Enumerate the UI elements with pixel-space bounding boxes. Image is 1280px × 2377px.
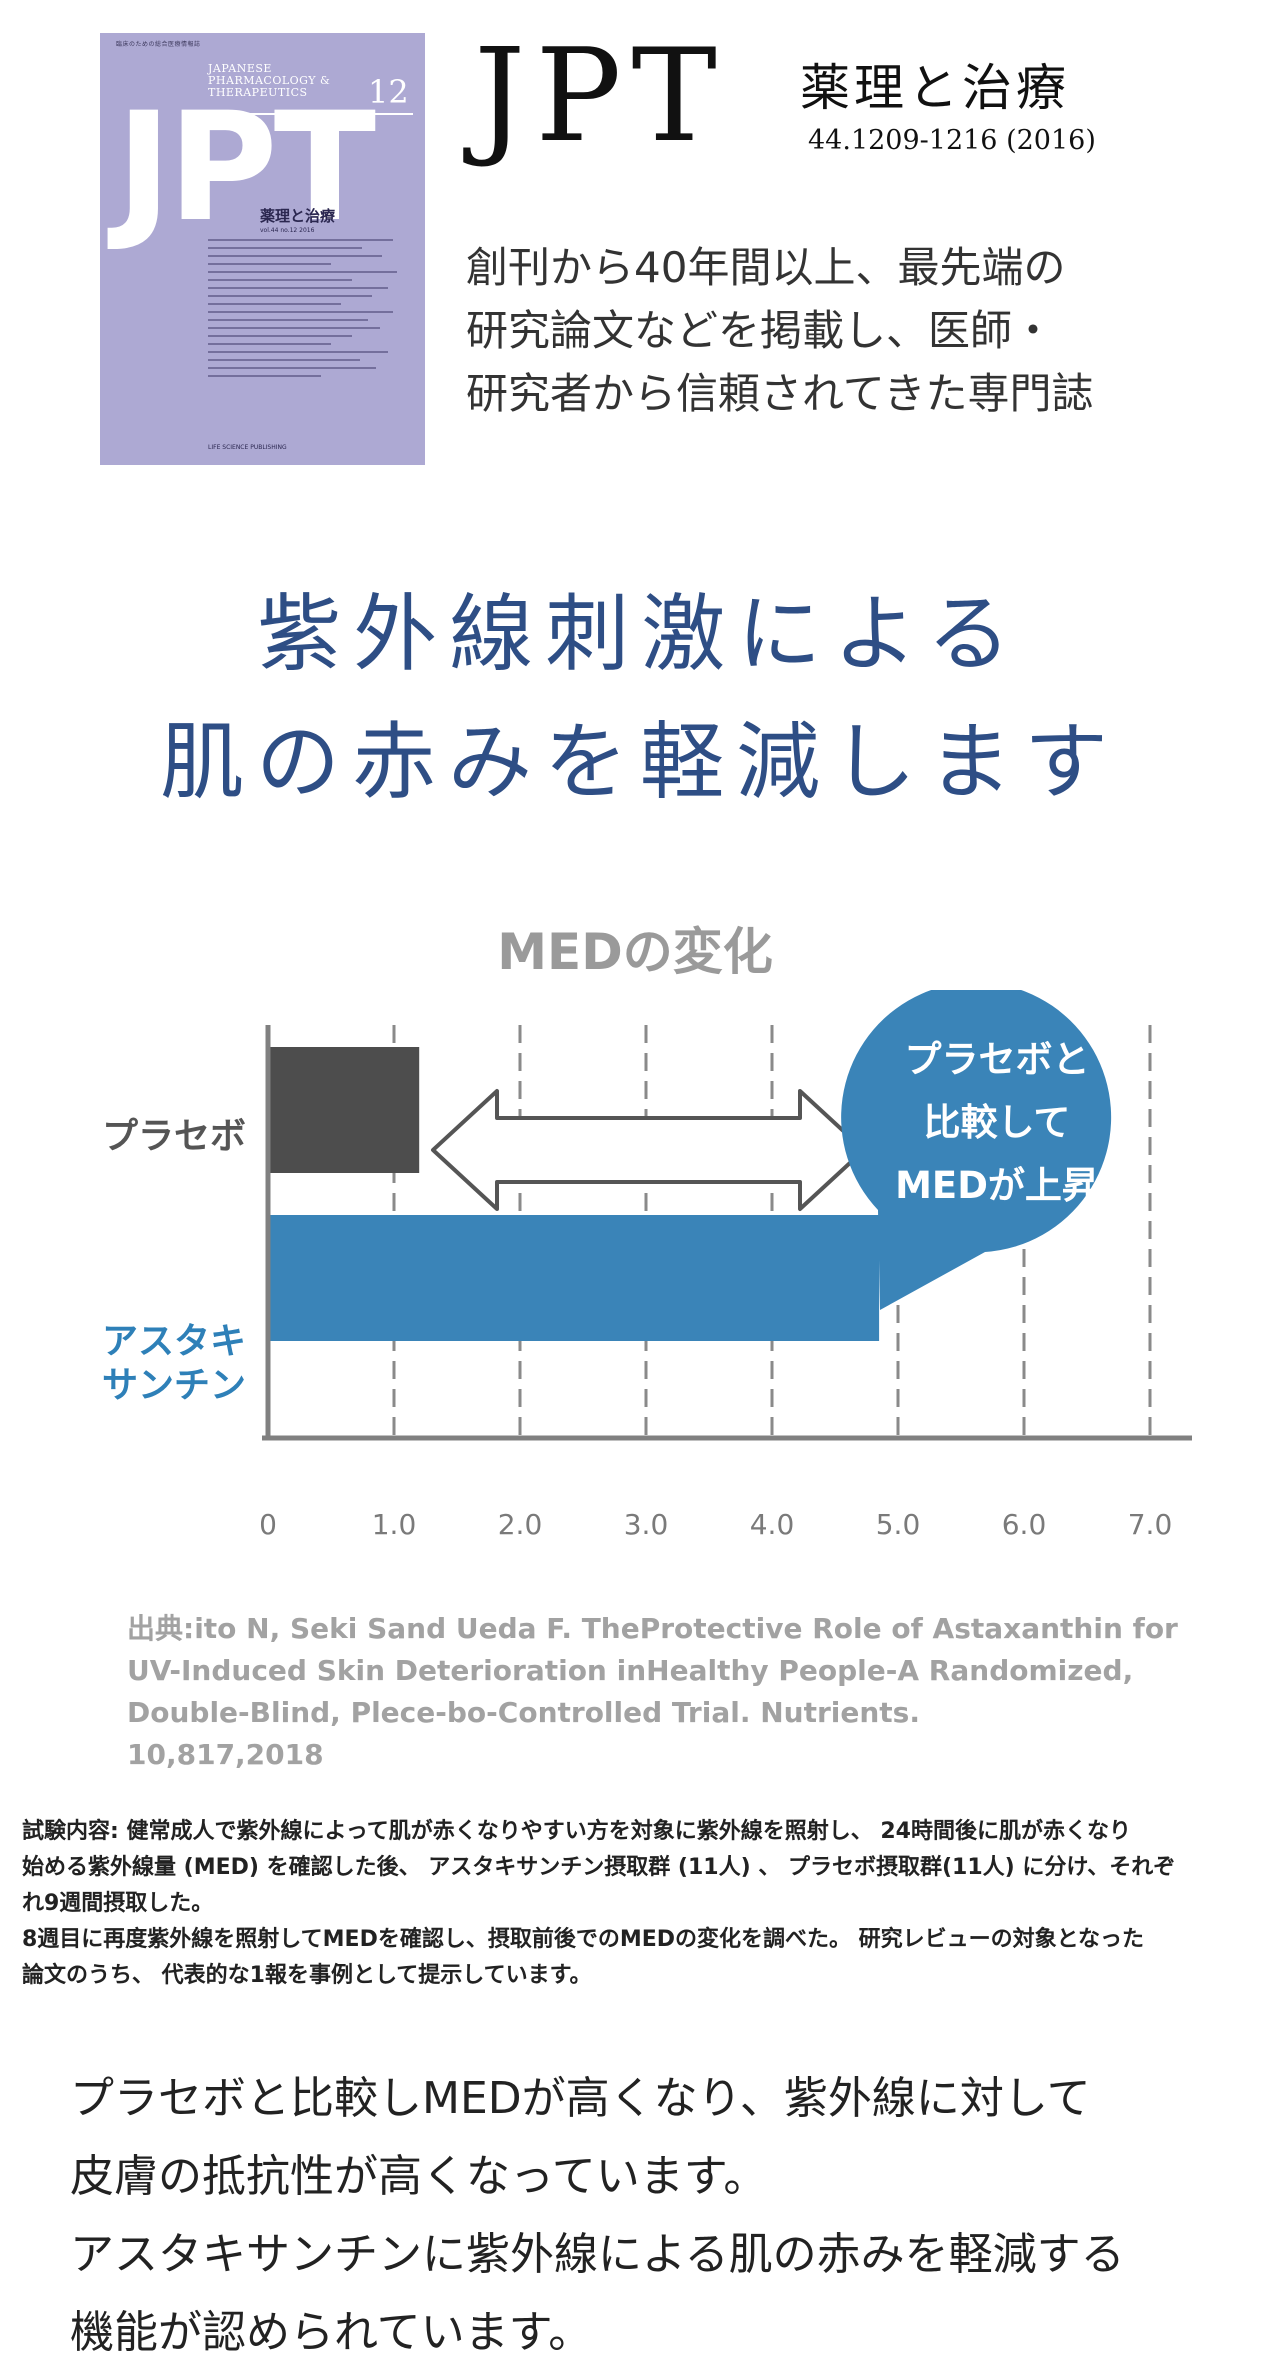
x-tick-label: 6.0 bbox=[1001, 1508, 1047, 1541]
conclusion-line: 皮膚の抵抗性が高くなっています。 bbox=[70, 2151, 768, 2202]
cover-english-line: PHARMACOLOGY & bbox=[208, 74, 331, 87]
annotation-bubble bbox=[841, 990, 1112, 1310]
trial-line: 8週目に再度紫外線を照射してMEDを確認し、摂取前後でのMEDの変化を調べた。 … bbox=[22, 1927, 1145, 1952]
x-tick-label: 1.0 bbox=[371, 1508, 417, 1541]
conclusion-line: アスタキサンチンに紫外線による肌の赤みを軽減する bbox=[70, 2229, 1125, 2280]
cover-logo: JPT bbox=[116, 81, 376, 255]
source-citation: 出典:ito N, Seki Sand Ueda F. TheProtectiv… bbox=[127, 1608, 1207, 1776]
med-chart bbox=[262, 990, 1192, 1441]
conclusion-line: 機能が認められています。 bbox=[70, 2307, 593, 2358]
cover-english-title: JAPANESE PHARMACOLOGY & THERAPEUTICS bbox=[208, 63, 330, 99]
headline-line: 肌の赤みを軽減します bbox=[159, 713, 1120, 811]
source-line: 出典:ito N, Seki Sand Ueda F. TheProtectiv… bbox=[127, 1612, 1178, 1645]
journal-description: 創刊から40年間以上、最先端の 研究論文などを掲載し、医師・ 研究者から信頼され… bbox=[466, 236, 1266, 425]
trial-description: 試験内容: 健常成人で紫外線によって肌が赤くなりやすい方を対象に紫外線を照射し、… bbox=[22, 1814, 1242, 1994]
x-tick-label: 7.0 bbox=[1127, 1508, 1173, 1541]
category-label-placebo: プラセボ bbox=[60, 1115, 246, 1159]
annotation-line: プラセボと bbox=[904, 1038, 1090, 1081]
cover-divider bbox=[208, 113, 413, 115]
journal-description-line: 研究論文などを掲載し、医師・ bbox=[466, 306, 1055, 355]
conclusion-line: プラセボと比較しMEDが高くなり、紫外線に対して bbox=[70, 2073, 1091, 2124]
conclusion-text: プラセボと比較しMEDが高くなり、紫外線に対して 皮膚の抵抗性が高くなっています… bbox=[70, 2060, 1270, 2372]
cover-japanese-title: 薬理と治療 bbox=[260, 207, 336, 225]
comparison-double-arrow bbox=[431, 1089, 866, 1211]
source-line: UV-Induced Skin Deterioration inHealthy … bbox=[127, 1654, 1134, 1687]
journal-citation: 44.1209-1216 (2016) bbox=[808, 125, 1096, 156]
annotation-line: MEDが上昇 bbox=[895, 1164, 1099, 1207]
annotation-bubble-text: プラセボと 比較して MEDが上昇 bbox=[862, 1028, 1132, 1217]
x-tick-label: 0 bbox=[259, 1508, 277, 1541]
source-line: 10,817,2018 bbox=[127, 1738, 324, 1771]
category-label-line: プラセボ bbox=[101, 1116, 246, 1157]
source-line: Double-Blind, Plece-bo-Controlled Trial.… bbox=[127, 1696, 920, 1729]
bar-placebo bbox=[270, 1047, 420, 1173]
journal-description-line: 研究者から信頼されてきた専門誌 bbox=[466, 369, 1094, 418]
x-tick-label: 2.0 bbox=[497, 1508, 543, 1541]
cover-topline: 臨床のための総合医療情報誌 bbox=[116, 41, 201, 48]
chart-bars bbox=[270, 1047, 880, 1341]
trial-line: 始める紫外線量 (MED) を確認した後、 アスタキサンチン摂取群 (11人) … bbox=[22, 1855, 1176, 1880]
category-label-line: アスタキ bbox=[101, 1321, 246, 1362]
trial-line: れ9週間摂取した。 bbox=[22, 1891, 214, 1916]
cover-english-line: JAPANESE bbox=[208, 62, 272, 75]
headline-line: 紫外線刺激による bbox=[257, 585, 1023, 683]
x-tick-label: 5.0 bbox=[875, 1508, 921, 1541]
journal-logo: JPT bbox=[474, 22, 727, 171]
cover-publisher: LIFE SCIENCE PUBLISHING bbox=[208, 444, 287, 451]
cover-table-of-contents bbox=[208, 233, 413, 377]
cover-volume: vol.44 no.12 2016 bbox=[260, 227, 315, 234]
cover-issue-number: 12 bbox=[368, 73, 409, 111]
x-tick-label: 3.0 bbox=[623, 1508, 669, 1541]
journal-description-line: 創刊から40年間以上、最先端の bbox=[466, 243, 1066, 292]
annotation-line: 比較して bbox=[923, 1101, 1071, 1144]
category-label-line: サンチン bbox=[101, 1365, 246, 1406]
headline: 紫外線刺激による 肌の赤みを軽減します bbox=[0, 570, 1280, 826]
bar-astaxanthin bbox=[270, 1215, 880, 1341]
trial-line: 試験内容: 健常成人で紫外線によって肌が赤くなりやすい方を対象に紫外線を照射し、… bbox=[22, 1819, 1131, 1844]
x-tick-label: 4.0 bbox=[749, 1508, 795, 1541]
journal-cover-image: 臨床のための総合医療情報誌 JAPANESE PHARMACOLOGY & TH… bbox=[100, 33, 425, 465]
journal-title: 薬理と治療 bbox=[800, 59, 1070, 117]
cover-english-line: THERAPEUTICS bbox=[208, 86, 308, 99]
chart-title: MEDの変化 bbox=[497, 923, 773, 981]
category-label-astaxanthin: アスタキ サンチン bbox=[60, 1320, 246, 1408]
trial-line: 論文のうち、 代表的な1報を事例として提示しています。 bbox=[22, 1963, 592, 1988]
